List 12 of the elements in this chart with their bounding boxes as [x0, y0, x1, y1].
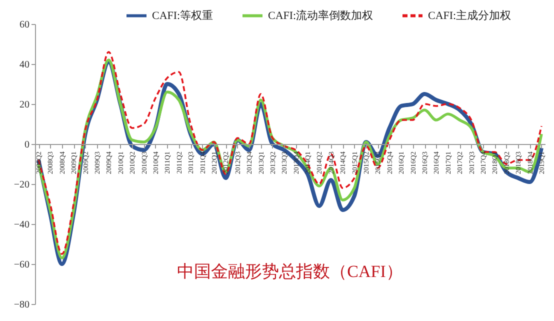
legend-label: CAFI:等权重	[152, 8, 214, 22]
y-tick-label: −80	[14, 300, 30, 310]
y-tick-label: −40	[14, 220, 30, 230]
y-tick-label: 0	[24, 140, 30, 150]
legend-label: CAFI:主成分加权	[428, 8, 512, 22]
y-tick-label: 20	[20, 100, 30, 110]
y-tick-label: 40	[20, 60, 30, 70]
legend-label: CAFI:流动率倒数加权	[268, 8, 374, 22]
text: 中国金融形势总指数（CAFI）	[177, 262, 403, 281]
y-tick-label: −60	[14, 260, 30, 270]
y-tick-label: −20	[14, 180, 30, 190]
y-tick-label: 60	[20, 20, 30, 30]
